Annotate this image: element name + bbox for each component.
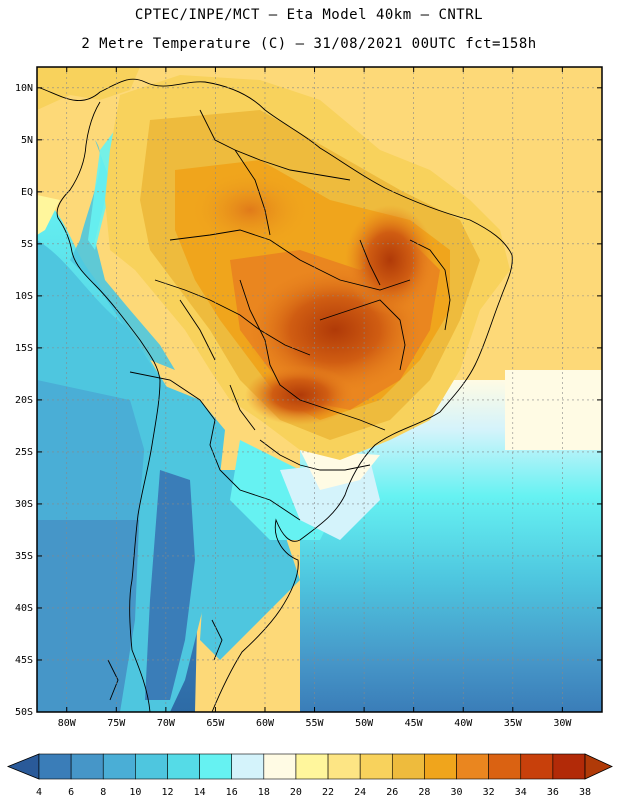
- temperature-field: [37, 67, 602, 712]
- colorbar-label: 24: [354, 787, 366, 798]
- lat-label: 50S: [15, 707, 33, 718]
- colorbar-swatch: [167, 753, 200, 780]
- colorbar: 4 6 8 10 12 14 16 18 20 22 24 26 28 30 32 34 36 38: [6, 753, 613, 798]
- lat-label: 35S: [15, 551, 33, 562]
- longitude-labels: 80W 75W 70W 65W 60W 55W 50W 45W 40W 35W 30W: [58, 67, 572, 729]
- lat-label: 30S: [15, 499, 33, 510]
- lat-label: 10N: [15, 83, 33, 94]
- lon-label: 55W: [306, 718, 325, 729]
- lon-label: 30W: [553, 718, 572, 729]
- colorbar-swatch: [295, 753, 329, 780]
- colorbar-swatch: [263, 753, 297, 780]
- colorbar-label: 14: [194, 787, 206, 798]
- lon-label: 65W: [206, 718, 225, 729]
- lat-label: 5N: [21, 135, 33, 146]
- colorbar-high-arrow: [584, 753, 613, 780]
- colorbar-label: 32: [483, 787, 495, 798]
- colorbar-label: 34: [515, 787, 527, 798]
- colorbar-label: 8: [100, 787, 106, 798]
- colorbar-swatch: [135, 753, 168, 780]
- map-frame: [36, 66, 603, 713]
- colorbar-swatch: [102, 753, 136, 780]
- lon-label: 50W: [355, 718, 374, 729]
- colorbar-swatch: [552, 753, 586, 780]
- map-title: CPTEC/INPE/MCT – Eta Model 40km – CNTRL: [134, 7, 484, 23]
- colorbar-swatch: [199, 753, 233, 780]
- colorbar-label: 36: [547, 787, 559, 798]
- colorbar-label: 4: [36, 787, 42, 798]
- lon-label: 45W: [405, 718, 424, 729]
- colorbar-swatch: [231, 753, 265, 780]
- colorbar-swatch: [424, 753, 457, 780]
- colorbar-label: 10: [129, 787, 141, 798]
- colorbar-label: 28: [418, 787, 430, 798]
- lon-label: 75W: [107, 718, 126, 729]
- colorbar-label: 38: [579, 787, 591, 798]
- colorbar-swatch: [391, 753, 425, 780]
- colorbar-label: 20: [290, 787, 302, 798]
- latitude-labels: 10N 5N EQ 5S 10S 15S 20S 25S 30S 35S 40S 45S 50S: [15, 83, 602, 718]
- lat-label: 40S: [15, 603, 33, 614]
- colorbar-swatch: [38, 753, 72, 780]
- colorbar-label: 26: [386, 787, 398, 798]
- colorbar-swatch: [359, 753, 393, 780]
- lat-label: 10S: [15, 291, 33, 302]
- colorbar-swatch: [456, 753, 489, 780]
- lat-label: 25S: [15, 447, 33, 458]
- lat-label: EQ: [21, 187, 33, 198]
- colorbar-swatch: [520, 753, 554, 780]
- colorbar-low-arrow: [6, 753, 40, 780]
- coastlines: [39, 78, 513, 712]
- lat-label: 5S: [21, 239, 33, 250]
- colorbar-label: 30: [451, 787, 463, 798]
- colorbar-label: 16: [226, 787, 238, 798]
- lon-label: 70W: [157, 718, 176, 729]
- lon-label: 35W: [504, 718, 523, 729]
- colorbar-label: 22: [322, 787, 334, 798]
- colorbar-label: 18: [258, 787, 270, 798]
- lat-label: 45S: [15, 655, 33, 666]
- map-subtitle: 2 Metre Temperature (C) – 31/08/2021 00U…: [81, 36, 537, 52]
- lat-label: 20S: [15, 395, 33, 406]
- lat-label: 15S: [15, 343, 33, 354]
- lon-label: 60W: [256, 718, 275, 729]
- colorbar-swatch: [70, 753, 104, 780]
- colorbar-swatch: [327, 753, 361, 780]
- colorbar-swatch: [488, 753, 522, 780]
- lon-label: 80W: [58, 718, 77, 729]
- colorbar-label: 12: [161, 787, 173, 798]
- lon-label: 40W: [454, 718, 473, 729]
- colorbar-label: 6: [68, 787, 74, 798]
